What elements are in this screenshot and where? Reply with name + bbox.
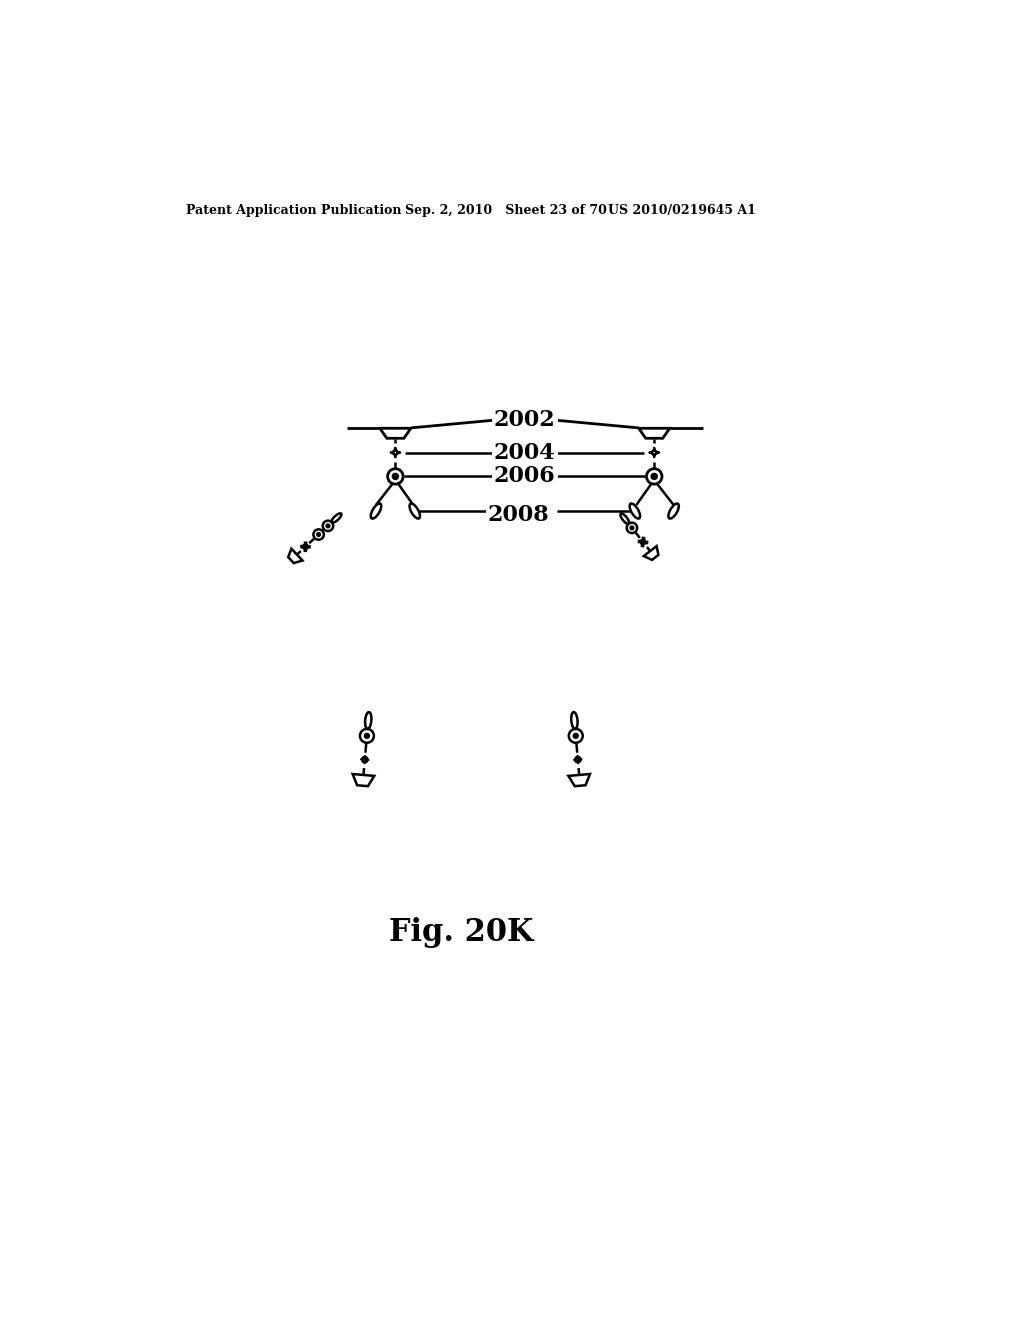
Text: 2008: 2008 (487, 504, 550, 525)
Text: Sep. 2, 2010   Sheet 23 of 70: Sep. 2, 2010 Sheet 23 of 70 (406, 205, 607, 218)
Circle shape (365, 734, 370, 738)
Ellipse shape (571, 711, 578, 729)
Polygon shape (380, 428, 411, 438)
Polygon shape (644, 546, 658, 560)
Ellipse shape (366, 711, 372, 729)
Circle shape (316, 533, 321, 536)
Text: 2004: 2004 (494, 442, 556, 463)
Ellipse shape (371, 503, 381, 519)
Polygon shape (639, 428, 670, 438)
Ellipse shape (332, 513, 341, 523)
Polygon shape (352, 774, 374, 787)
Ellipse shape (621, 513, 629, 524)
Text: 2002: 2002 (494, 409, 556, 432)
Ellipse shape (669, 503, 679, 519)
Text: US 2010/0219645 A1: US 2010/0219645 A1 (608, 205, 757, 218)
Text: 2006: 2006 (494, 466, 556, 487)
Circle shape (630, 527, 634, 529)
Ellipse shape (410, 503, 420, 519)
Circle shape (573, 734, 579, 738)
Polygon shape (568, 774, 590, 787)
Text: Patent Application Publication: Patent Application Publication (186, 205, 401, 218)
Circle shape (327, 524, 330, 528)
Text: Fig. 20K: Fig. 20K (389, 917, 534, 948)
Ellipse shape (630, 503, 640, 519)
Circle shape (651, 474, 657, 479)
Polygon shape (288, 549, 302, 564)
Circle shape (392, 474, 398, 479)
